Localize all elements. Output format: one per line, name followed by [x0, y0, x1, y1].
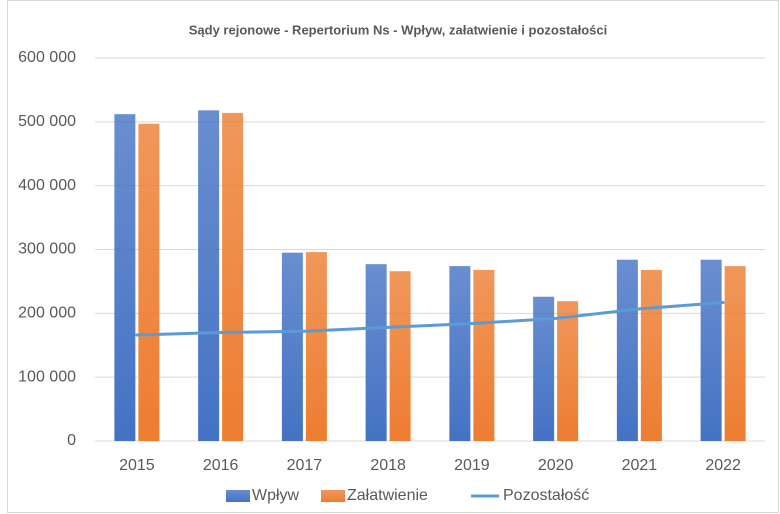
- x-tick-label: 2019: [454, 457, 490, 474]
- y-tick-label: 0: [67, 432, 76, 449]
- legend-label: Wpływ: [252, 487, 300, 504]
- line: [135, 300, 725, 337]
- x-tick-label: 2016: [203, 457, 239, 474]
- bar: [389, 271, 411, 441]
- y-tick-label: 200 000: [18, 305, 76, 322]
- x-tick-label: 2017: [287, 457, 323, 474]
- bar: [138, 123, 160, 441]
- x-tick-label: 2020: [538, 457, 574, 474]
- y-tick-label: 500 000: [18, 113, 76, 130]
- bar: [114, 114, 136, 441]
- bar: [449, 266, 471, 441]
- bar: [473, 269, 495, 441]
- chart-title: Sądy rejonowe - Repertorium Ns - Wpływ, …: [189, 22, 608, 37]
- bar: [533, 296, 555, 441]
- x-tick-label: 2018: [370, 457, 406, 474]
- bar: [557, 301, 579, 441]
- legend-label: Pozostałość: [503, 487, 589, 504]
- y-tick-label: 600 000: [18, 49, 76, 66]
- bar: [365, 264, 387, 441]
- bar: [198, 110, 220, 442]
- y-tick-label: 300 000: [18, 241, 76, 258]
- x-tick-label: 2015: [119, 457, 155, 474]
- legend-swatch: [226, 490, 250, 502]
- chart-border: [7, 0, 779, 513]
- y-tick-label: 400 000: [18, 177, 76, 194]
- bar: [281, 252, 303, 441]
- bar: [700, 259, 722, 441]
- bar: [305, 252, 327, 441]
- legend-label: Załatwienie: [347, 487, 428, 504]
- y-tick-label: 100 000: [18, 368, 76, 385]
- legend-swatch: [321, 490, 345, 502]
- bar: [222, 112, 244, 441]
- bar: [640, 269, 662, 441]
- bar: [616, 259, 638, 441]
- x-tick-label: 2021: [622, 457, 658, 474]
- bar: [724, 266, 746, 441]
- x-tick-label: 2022: [705, 457, 741, 474]
